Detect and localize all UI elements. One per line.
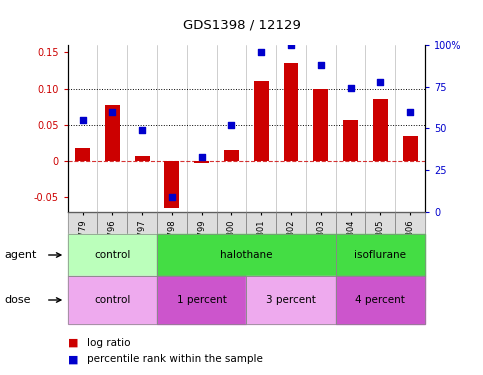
Text: 4 percent: 4 percent	[355, 295, 405, 305]
Text: halothane: halothane	[220, 250, 272, 260]
Bar	[75, 148, 90, 161]
Bar	[105, 105, 120, 161]
Bar	[313, 88, 328, 161]
Text: agent: agent	[5, 250, 37, 260]
Text: percentile rank within the sample: percentile rank within the sample	[87, 354, 263, 364]
Point	[287, 42, 295, 48]
Text: control: control	[94, 250, 130, 260]
Bar	[343, 120, 358, 161]
Text: isoflurane: isoflurane	[355, 250, 406, 260]
Text: log ratio: log ratio	[87, 338, 130, 348]
Text: ■: ■	[68, 354, 78, 364]
Bar	[224, 150, 239, 161]
Point	[138, 127, 146, 133]
Point	[257, 49, 265, 55]
Point	[168, 194, 176, 200]
Text: dose: dose	[5, 295, 31, 305]
Bar	[164, 161, 179, 208]
Bar	[373, 99, 388, 161]
Text: 3 percent: 3 percent	[266, 295, 316, 305]
Point	[317, 62, 325, 68]
Point	[109, 109, 116, 115]
Bar	[254, 81, 269, 161]
Point	[377, 79, 384, 85]
Text: ■: ■	[68, 338, 78, 348]
Text: GDS1398 / 12129: GDS1398 / 12129	[183, 19, 300, 32]
Bar	[284, 63, 298, 161]
Point	[198, 154, 206, 160]
Bar	[194, 161, 209, 163]
Point	[79, 117, 86, 123]
Bar	[403, 136, 418, 161]
Point	[347, 86, 355, 92]
Point	[406, 109, 414, 115]
Point	[227, 122, 235, 128]
Text: 1 percent: 1 percent	[177, 295, 227, 305]
Text: control: control	[94, 295, 130, 305]
Bar	[135, 156, 150, 161]
